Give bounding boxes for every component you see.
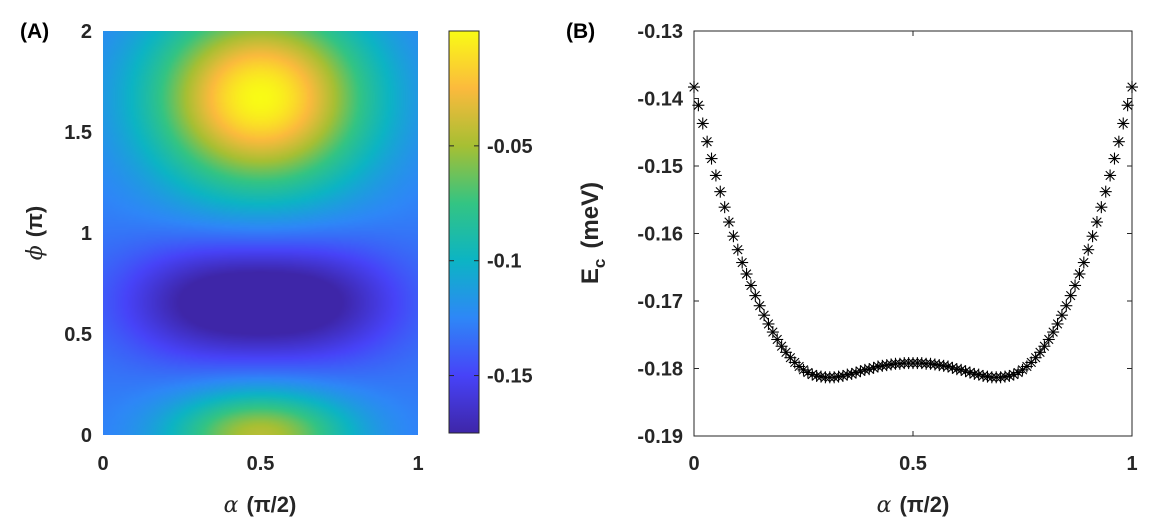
- line-xlabel-symbol: α: [877, 493, 892, 518]
- data-point: [1051, 317, 1064, 330]
- colorbar-tick-label: -0.15: [487, 366, 533, 388]
- data-point: [701, 135, 714, 148]
- data-point: [1108, 152, 1121, 165]
- data-point: [1073, 268, 1086, 280]
- heatmap-x-tick-label: 0: [97, 453, 108, 475]
- line-x-tick-label: 0.5: [899, 453, 927, 475]
- data-point: [709, 169, 722, 182]
- colorbar-tick-label: -0.05: [487, 136, 533, 158]
- line-y-tick-label: -0.16: [637, 224, 683, 246]
- line-x-ticks: 0 0.5 1: [688, 31, 1138, 475]
- panel-a-label: (A): [20, 20, 49, 43]
- data-point: [753, 299, 766, 312]
- data-point: [1060, 299, 1073, 312]
- heatmap-y-ticks: 0 0.5 1 1.5 2: [64, 21, 92, 447]
- colorbar-frame: [448, 30, 480, 434]
- data-point: [705, 152, 718, 165]
- line-ylabel-main: E: [577, 268, 604, 284]
- line-xlabel: α (π/2): [877, 492, 950, 518]
- data-point: [696, 117, 709, 130]
- data-point: [1069, 279, 1082, 292]
- line-x-tick-label: 1: [1126, 453, 1137, 475]
- data-point: [1086, 230, 1099, 243]
- data-point: [688, 81, 700, 94]
- panel-a: (A) 0 0.5 1 00.511.52 α (π/2) ϕ(π) -0.05-0.…: [20, 20, 533, 518]
- heatmap-image: [103, 31, 418, 435]
- heatmap-y-tick-label: 0: [81, 425, 92, 447]
- heatmap-x-tick-label: 1: [412, 453, 423, 475]
- line-y-tick-label: -0.14: [637, 89, 683, 111]
- data-point: [692, 99, 705, 112]
- colorbar: [449, 31, 479, 433]
- heatmap-ylabel: ϕ (π): [22, 206, 48, 261]
- data-point: [1055, 309, 1068, 322]
- panel-b-label: (B): [566, 20, 595, 43]
- data-point: [1095, 201, 1108, 214]
- data-markers: [688, 81, 1138, 384]
- data-point: [718, 201, 731, 214]
- heatmap-y-tick-label: 1: [81, 223, 92, 245]
- line-y-ticks: -0.13 -0.14 -0.15 -0.16 -0.17 -0.18 -0.19: [637, 21, 1132, 448]
- heatmap-y-tick-label: 0.5: [64, 324, 92, 346]
- data-point: [731, 243, 744, 256]
- line-y-tick-label: -0.19: [637, 426, 683, 448]
- data-point: [723, 216, 736, 229]
- data-point: [727, 230, 740, 243]
- heatmap-xlabel-symbol: α: [224, 493, 239, 518]
- data-point: [744, 279, 757, 292]
- data-point: [766, 326, 779, 339]
- line-ylabel-unit: (meV): [577, 182, 604, 249]
- data-point: [1090, 216, 1103, 229]
- data-point: [1117, 117, 1130, 130]
- data-point: [1064, 289, 1077, 302]
- data-point: [1082, 243, 1095, 256]
- data-point: [1034, 346, 1047, 359]
- data-point: [1121, 99, 1134, 112]
- heatmap-x-tick-label: 0.5: [247, 453, 275, 475]
- data-point: [758, 309, 771, 322]
- data-point: [1038, 340, 1051, 353]
- colorbar-tick-label: -0.1: [487, 251, 521, 273]
- data-point: [749, 289, 762, 302]
- line-y-tick-label: -0.17: [637, 291, 683, 313]
- heatmap-y-tick-label: 2: [81, 21, 92, 43]
- line-y-tick-label: -0.18: [637, 359, 683, 381]
- data-point: [1077, 256, 1090, 269]
- data-point: [775, 340, 788, 353]
- data-point: [1099, 185, 1112, 198]
- data-point: [1104, 169, 1117, 182]
- heatmap-x-ticks: 0 0.5 1: [97, 453, 423, 475]
- line-ylabel-sub: c: [590, 259, 609, 268]
- line-ylabel: Ec (meV): [577, 182, 609, 284]
- data-point: [810, 369, 823, 382]
- data-point: [779, 346, 792, 359]
- heatmap-ylabel-unit: (π): [22, 206, 47, 238]
- line-xlabel-unit: (π/2): [900, 492, 950, 517]
- data-point: [1042, 333, 1055, 346]
- heatmap-xlabel: α (π/2): [224, 492, 297, 518]
- heatmap-xlabel-unit: (π/2): [247, 492, 297, 517]
- line-y-tick-label: -0.15: [637, 156, 683, 178]
- line-plot-frame: [693, 30, 1133, 437]
- line-x-tick-label: 0: [688, 453, 699, 475]
- data-point: [714, 185, 727, 198]
- data-point: [1047, 326, 1060, 339]
- heatmap-ylabel-symbol: ϕ: [23, 245, 48, 260]
- data-point: [740, 268, 753, 280]
- colorbar-ticks: -0.05 -0.1 -0.15: [449, 136, 533, 388]
- line-y-tick-label: -0.13: [637, 21, 683, 43]
- data-point: [1112, 135, 1125, 148]
- heatmap-y-tick-label: 1.5: [64, 122, 92, 144]
- panel-b: (B) 0 0.5 1 -0.13-0.14-0.15-0.16-0.17-0.18…: [566, 20, 1138, 518]
- data-point: [771, 333, 784, 346]
- data-point: [1126, 81, 1138, 94]
- data-point: [736, 256, 749, 269]
